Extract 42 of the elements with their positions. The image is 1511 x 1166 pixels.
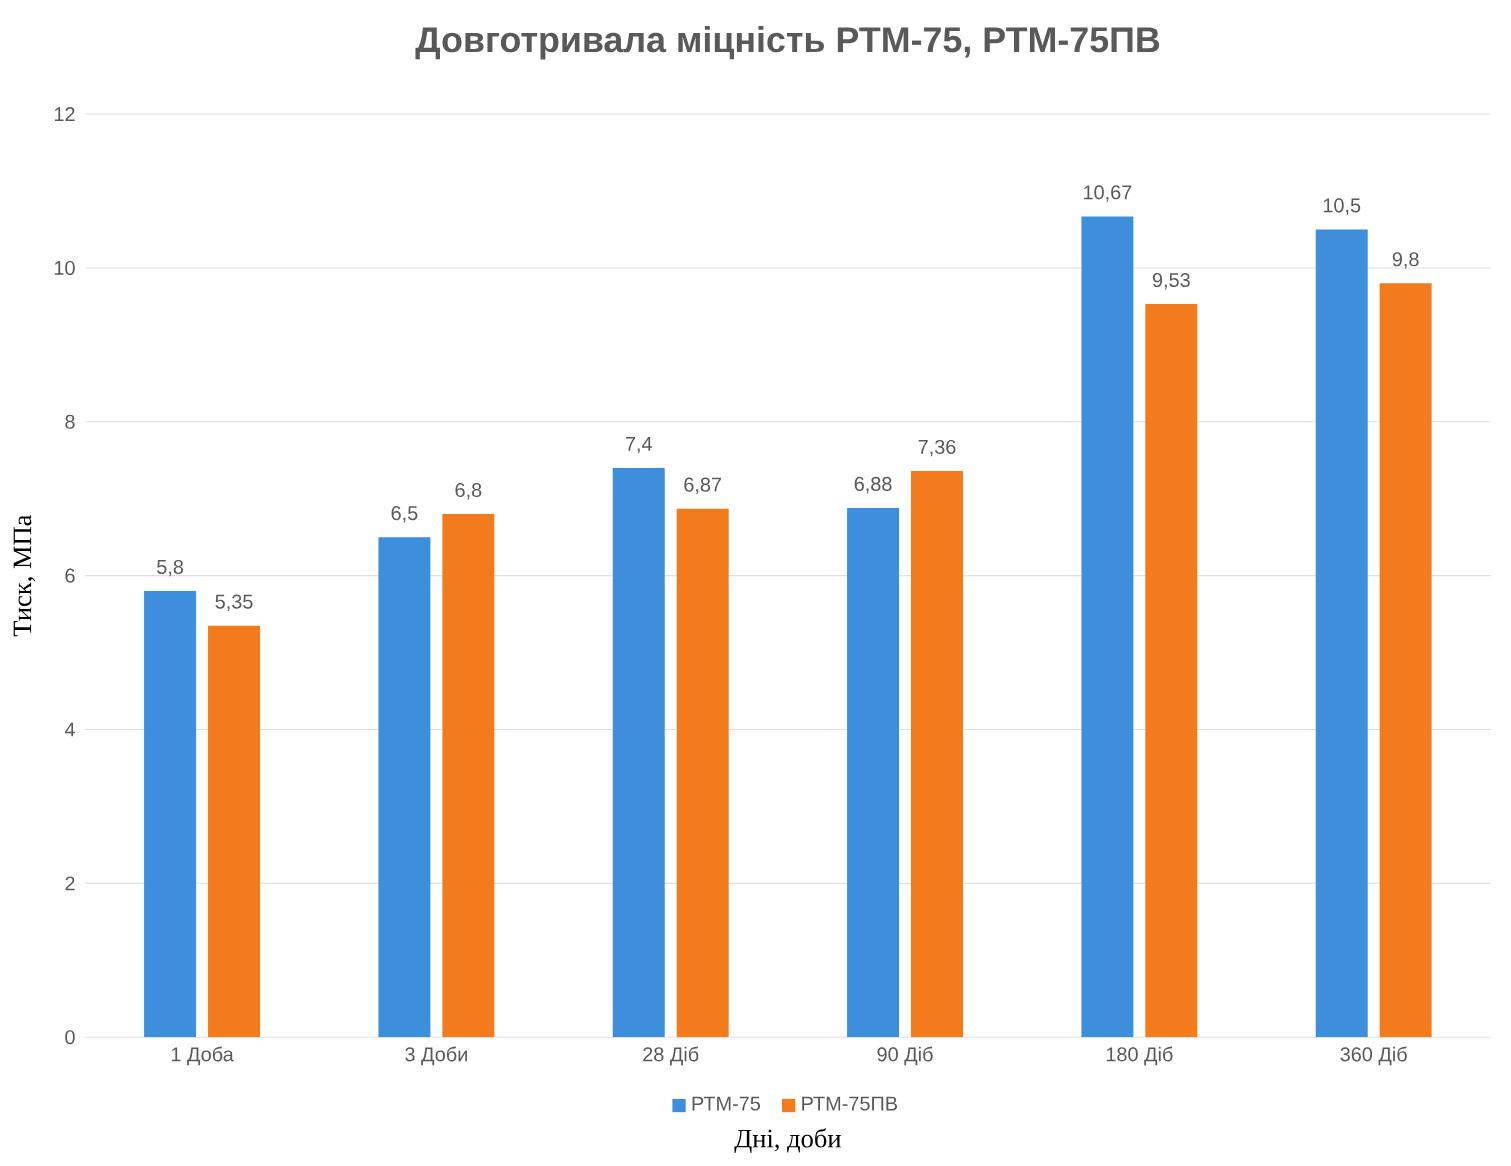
x-tick-label: 3 Доби	[405, 1046, 467, 1066]
data-label: 6,87	[684, 477, 722, 494]
data-label: 7,36	[918, 439, 956, 457]
data-label: 7,4	[625, 436, 652, 454]
x-tick-label: 180 Діб	[1106, 1046, 1173, 1066]
bar	[442, 514, 495, 1038]
y-tick-label: 0	[65, 1030, 75, 1045]
data-label: 5,8	[157, 559, 184, 577]
y-tick-label: 8	[65, 414, 75, 429]
data-label: 6,5	[391, 505, 418, 523]
chart-title: Довготривала міцність РТМ-75, РТМ-75ПВ	[415, 25, 1160, 60]
data-label: 5,35	[215, 594, 253, 611]
bar	[911, 470, 963, 1038]
bar	[612, 467, 665, 1038]
bar	[208, 625, 261, 1038]
x-axis-title: Дні, доби	[734, 1128, 841, 1153]
y-tick-label: 6	[65, 568, 75, 583]
bar	[378, 537, 431, 1038]
x-tick-label: 360 Діб	[1340, 1046, 1407, 1066]
legend-label: РТМ-75ПВ	[802, 1096, 898, 1111]
x-tick-label: 90 Діб	[877, 1046, 933, 1066]
y-tick-label: 2	[65, 876, 75, 891]
data-label: 9,8	[1392, 252, 1419, 269]
y-tick-label: 10	[54, 260, 75, 275]
y-axis-title: Тиск, МПа	[13, 514, 36, 637]
data-label: 9,53	[1152, 272, 1190, 290]
bar	[1315, 229, 1368, 1038]
data-label: 6,8	[455, 482, 482, 500]
data-label: 10,67	[1084, 185, 1132, 202]
y-tick-label: 4	[64, 722, 75, 737]
data-label: 6,88	[854, 476, 892, 494]
bar	[847, 507, 900, 1038]
data-label: 10,5	[1323, 198, 1361, 215]
x-tick-label: 28 Діб	[643, 1046, 699, 1066]
bar	[676, 508, 729, 1038]
bar	[144, 590, 197, 1038]
bar	[1145, 304, 1198, 1038]
legend-label: РТМ-75	[692, 1096, 761, 1111]
bar	[1081, 216, 1134, 1038]
y-tick-label: 12	[54, 107, 75, 121]
bar	[1379, 283, 1432, 1038]
x-tick-label: 1 Доба	[171, 1046, 234, 1066]
